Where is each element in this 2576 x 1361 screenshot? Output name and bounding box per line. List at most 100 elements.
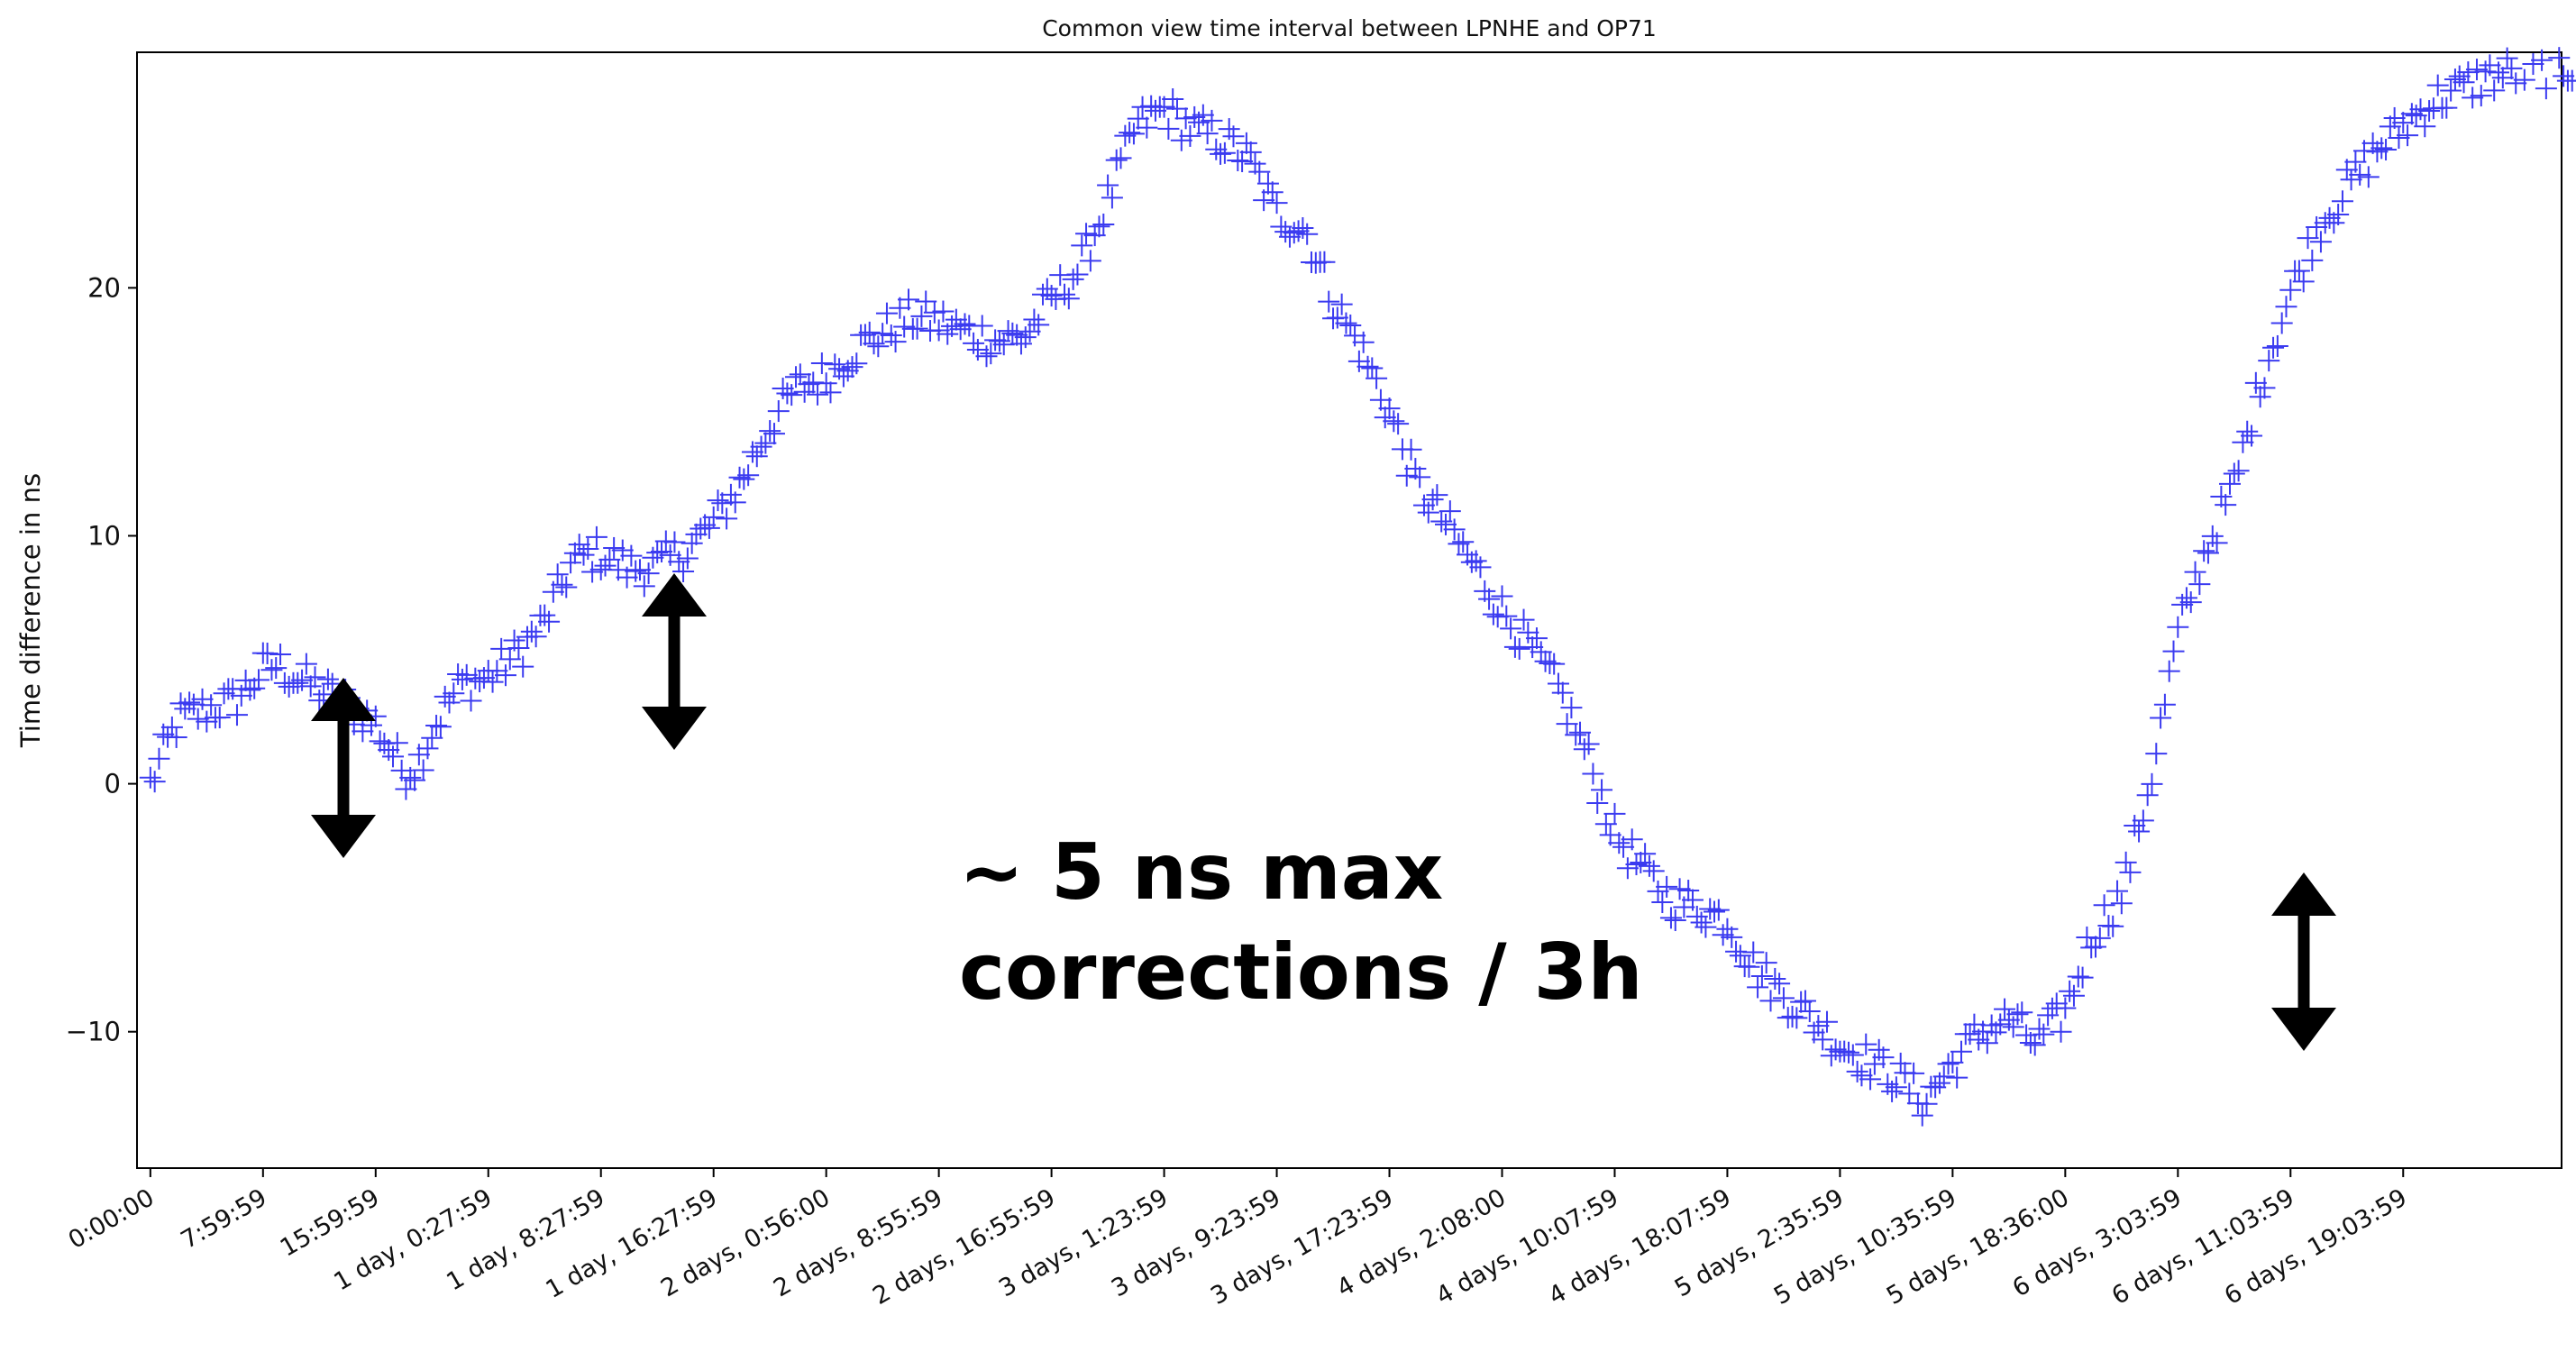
data-point — [1210, 142, 1232, 165]
data-point — [551, 573, 573, 596]
x-tick-label: 5 days, 10:35:59 — [1769, 1183, 1961, 1311]
data-point — [698, 516, 720, 539]
data-point — [1448, 533, 1470, 555]
y-tick-label: −10 — [66, 1017, 121, 1047]
data-point — [572, 543, 595, 566]
data-point — [2531, 49, 2553, 71]
data-point — [2115, 851, 2137, 873]
data-point — [1278, 225, 1301, 248]
data-point — [507, 636, 530, 659]
data-point — [1023, 308, 1046, 331]
data-point — [863, 333, 885, 355]
data-point — [425, 715, 448, 737]
data-point — [2071, 966, 2094, 989]
data-point — [1634, 843, 1657, 865]
data-point — [1850, 1064, 1873, 1087]
data-point — [148, 747, 170, 770]
data-point — [875, 302, 898, 324]
data-point — [633, 575, 655, 598]
data-point — [737, 464, 760, 487]
data-point — [1651, 891, 1674, 914]
data-point — [165, 726, 187, 748]
data-point — [1006, 324, 1028, 346]
data-point — [2128, 820, 2151, 843]
data-point — [538, 610, 561, 633]
data-point — [2232, 431, 2254, 453]
data-point — [2418, 100, 2441, 123]
data-point — [1387, 413, 1410, 435]
data-point — [2197, 542, 2219, 564]
data-point — [243, 677, 266, 699]
data-point — [2141, 772, 2163, 795]
x-tick-label: 0:00:00 — [64, 1183, 160, 1255]
data-point — [1110, 147, 1132, 169]
x-tick-label: 3 days, 17:23:59 — [1206, 1183, 1398, 1311]
data-point — [1270, 215, 1293, 238]
data-point — [2357, 166, 2380, 188]
data-point — [2331, 190, 2353, 213]
data-point — [412, 759, 434, 781]
data-point — [2059, 980, 2081, 1002]
data-point — [1383, 410, 1405, 433]
data-point — [2388, 126, 2410, 149]
data-point — [460, 690, 482, 712]
data-point — [2465, 59, 2488, 81]
data-point — [2062, 984, 2085, 1007]
data-point — [2448, 65, 2471, 87]
data-point — [2175, 587, 2197, 609]
data-point — [2236, 420, 2259, 443]
data-point — [1685, 905, 1708, 927]
data-point — [1482, 603, 1504, 626]
data-point — [884, 331, 907, 353]
data-point — [2244, 371, 2267, 394]
data-point — [2483, 79, 2506, 102]
data-point — [1114, 124, 1137, 147]
data-point — [672, 561, 695, 583]
data-point — [2106, 880, 2129, 902]
data-point — [832, 365, 854, 388]
data-point — [1127, 107, 1149, 130]
data-point — [2045, 992, 2068, 1015]
data-point — [2270, 312, 2293, 334]
data-point — [2535, 78, 2557, 100]
data-point — [1664, 909, 1686, 932]
data-point — [1729, 945, 1751, 967]
data-point — [1478, 588, 1501, 610]
data-point — [395, 778, 417, 800]
data-point — [1001, 322, 1024, 344]
data-point — [1807, 1015, 1830, 1037]
data-point — [2215, 494, 2237, 516]
data-point — [932, 300, 955, 323]
data-point — [265, 657, 288, 680]
data-point — [1551, 681, 1574, 704]
data-point — [1937, 1053, 1959, 1075]
data-point — [260, 659, 283, 681]
data-point — [2011, 1001, 2033, 1024]
data-point — [1577, 733, 1600, 755]
data-point — [646, 542, 669, 564]
data-point — [2318, 206, 2341, 229]
data-point — [1534, 650, 1557, 672]
data-point — [642, 546, 664, 569]
data-point — [824, 353, 846, 376]
double-arrow-2 — [642, 573, 707, 750]
data-point — [382, 745, 405, 768]
data-point — [603, 536, 626, 559]
data-point — [525, 626, 547, 648]
data-point — [2306, 215, 2328, 238]
data-point — [1144, 99, 1166, 122]
x-tick-label: 4 days, 18:07:59 — [1544, 1183, 1736, 1311]
data-point — [2309, 231, 2332, 253]
data-point — [2275, 296, 2297, 318]
data-point — [585, 525, 607, 548]
data-point — [945, 308, 967, 331]
data-point — [2344, 151, 2367, 173]
data-point — [1603, 802, 1626, 825]
data-point — [1404, 458, 1427, 480]
data-point — [1330, 293, 1353, 315]
data-point — [1369, 388, 1392, 411]
data-point — [1157, 117, 1180, 140]
data-point — [230, 684, 252, 707]
data-point — [2409, 98, 2432, 121]
data-point — [2102, 915, 2124, 937]
